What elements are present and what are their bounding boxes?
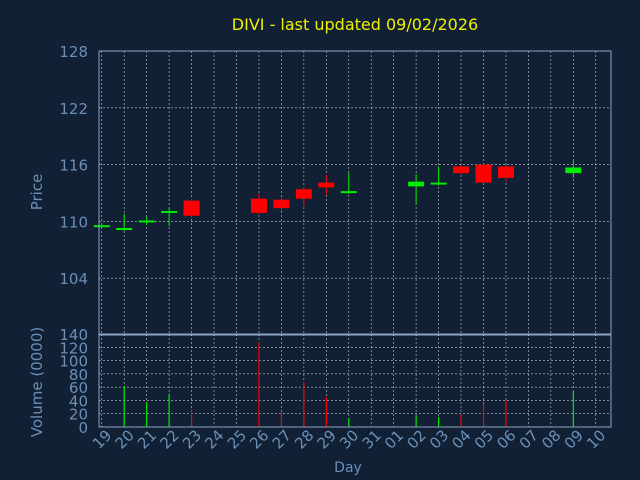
price-axis-label: Price [28,174,46,211]
candle-body [93,225,110,228]
price-grid [99,50,611,335]
candle-29 [318,175,335,195]
price-tick-label: 110 [59,213,88,231]
candle-02 [408,174,425,205]
day-axis-label: Day [334,460,362,476]
candle-body [295,189,312,199]
candle-05 [475,163,492,184]
volume-tick-label: 60 [69,379,88,397]
volume-tick-label: 100 [59,353,88,371]
candle-22 [161,207,178,227]
volume-tick-label: 20 [69,406,88,424]
volume-axis-label: Volume (0000) [28,327,46,437]
volume-tick-label: 40 [69,392,88,410]
price-candles [93,160,582,231]
candle-body [430,182,447,185]
candle-body [565,167,582,174]
price-tick-label: 116 [59,157,88,175]
price-tick-label: 122 [59,100,88,118]
candle-26 [250,193,267,214]
candle-30 [340,173,357,194]
volume-tick-label: 140 [59,326,88,344]
candle-body [183,200,200,216]
candle-20 [116,213,133,231]
price-tick-label: 104 [59,270,88,288]
candle-21 [138,216,155,226]
candle-06 [497,165,514,182]
chart-title: DIVI - last updated 09/02/2026 [232,15,478,34]
candle-body [475,164,492,183]
candle-23 [183,198,200,218]
candle-28 [295,187,312,207]
candle-body [273,199,290,209]
price-tick-label: 128 [59,43,88,61]
price-panel-frame [98,50,612,336]
candle-body [453,166,470,174]
volume-tick-label: 120 [59,339,88,357]
volume-tick-label: 0 [78,419,88,437]
candle-body [318,182,335,188]
candle-27 [273,197,290,211]
candle-19 [93,223,110,228]
candle-03 [430,166,447,186]
candle-body [497,166,514,178]
volume-bars [101,341,574,427]
candle-09 [565,160,582,178]
candle-04 [453,164,470,175]
candle-body [116,228,133,231]
x-tick-label-10: 10 [583,426,609,452]
candle-body [340,191,357,194]
candle-body [408,181,425,187]
volume-tick-label: 80 [69,366,88,384]
volume-panel-frame [98,333,612,428]
price-y-ticks: 128 122 116 110 104 [59,43,88,288]
candle-body [161,210,178,213]
candle-body [138,220,155,223]
candle-body [250,198,267,213]
day-x-ticks: 1920212223242526272829303101020304050607… [89,426,609,452]
volume-grid [99,333,611,428]
